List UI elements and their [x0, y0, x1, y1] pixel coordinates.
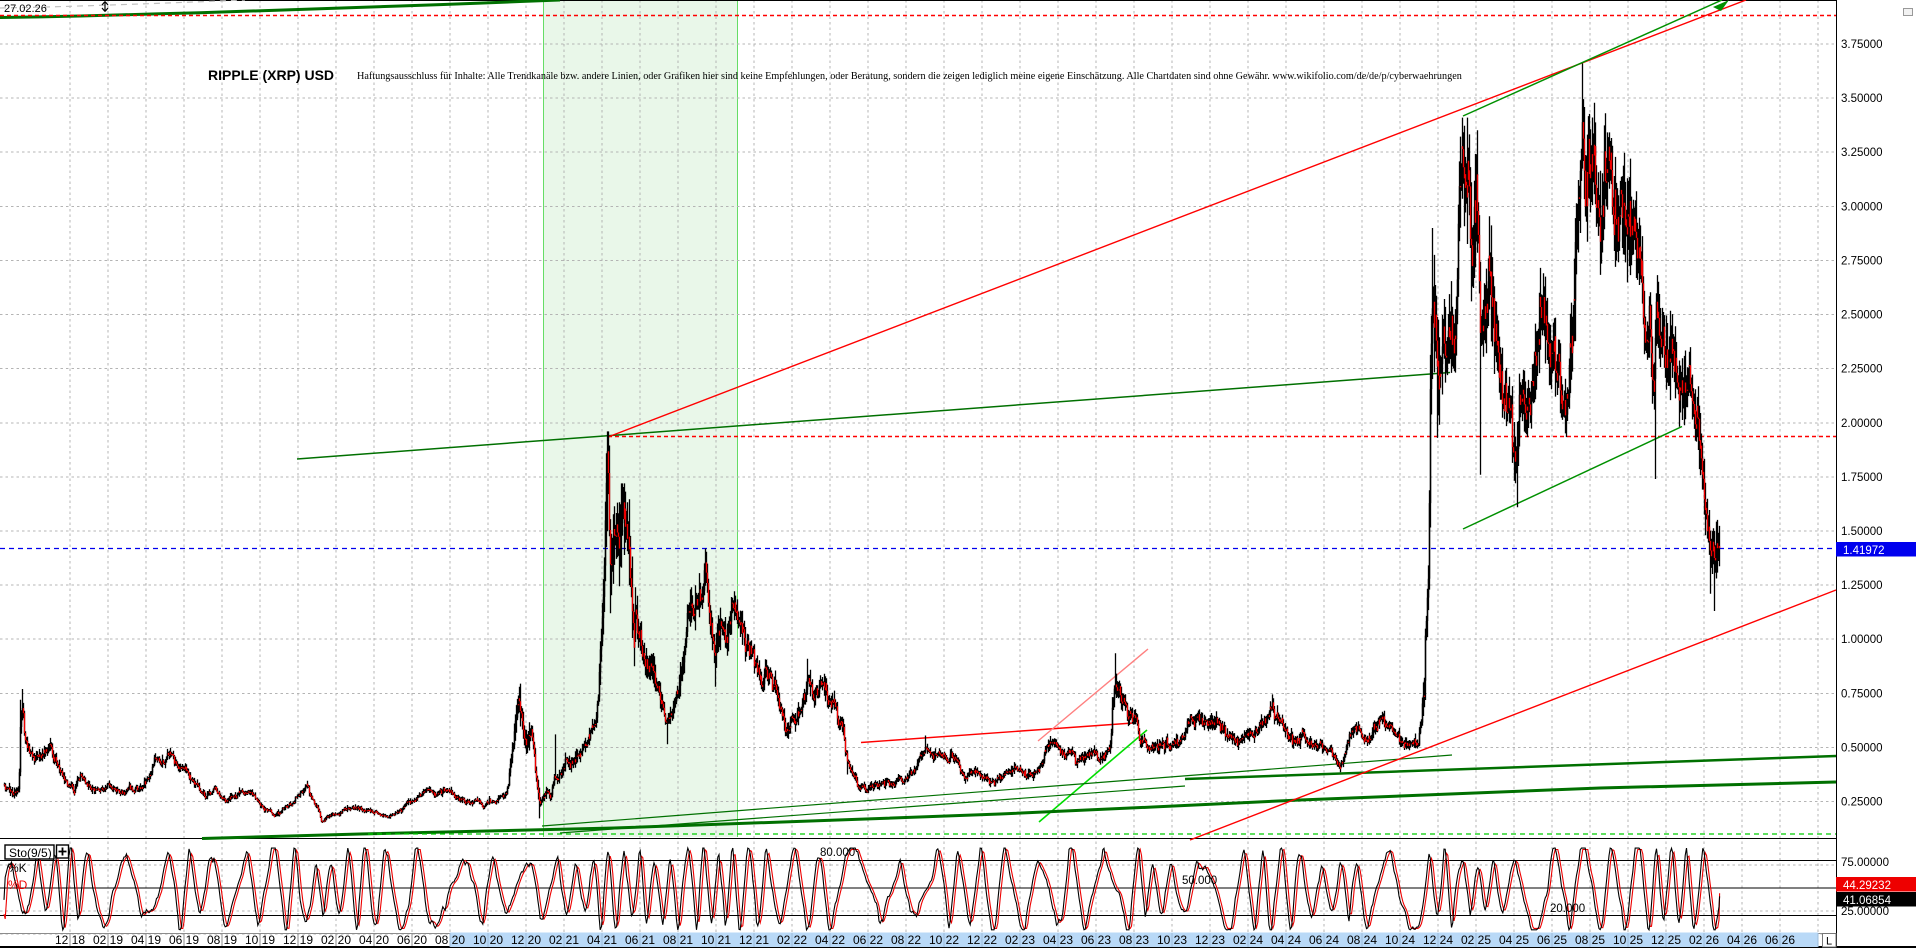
svg-text:12 19: 12 19 [283, 933, 313, 947]
svg-text:0.50000: 0.50000 [1841, 742, 1883, 754]
svg-text:08 19: 08 19 [207, 933, 237, 947]
svg-text:06 25: 06 25 [1537, 933, 1567, 947]
svg-text:06 19: 06 19 [169, 933, 199, 947]
svg-text:08 22: 08 22 [891, 933, 921, 947]
svg-text:02 20: 02 20 [321, 933, 351, 947]
svg-text:1.50000: 1.50000 [1841, 526, 1883, 538]
svg-text:0.75000: 0.75000 [1841, 688, 1883, 700]
svg-text:08 23: 08 23 [1119, 933, 1149, 947]
svg-text:RIPPLE (XRP) USD: RIPPLE (XRP) USD [208, 67, 334, 83]
svg-text:1.00000: 1.00000 [1841, 634, 1883, 646]
svg-text:%K: %K [8, 861, 27, 875]
svg-text:02 19: 02 19 [93, 933, 123, 947]
svg-text:0.25000: 0.25000 [1841, 797, 1883, 809]
svg-text:06 20: 06 20 [397, 933, 427, 947]
svg-text:3.50000: 3.50000 [1841, 93, 1883, 105]
svg-text:08 21: 08 21 [663, 933, 693, 947]
svg-text:1.75000: 1.75000 [1841, 472, 1883, 484]
svg-text:12 23: 12 23 [1195, 933, 1225, 947]
svg-text:02 22: 02 22 [777, 933, 807, 947]
svg-text:04 20: 04 20 [359, 933, 389, 947]
svg-text:08 24: 08 24 [1347, 933, 1377, 947]
svg-text:04 23: 04 23 [1043, 933, 1073, 947]
svg-text:1.41972: 1.41972 [1843, 545, 1885, 557]
svg-text:12 22: 12 22 [967, 933, 997, 947]
svg-text:04 25: 04 25 [1499, 933, 1529, 947]
svg-text:10 22: 10 22 [929, 933, 959, 947]
svg-text:%D: %D [8, 878, 28, 892]
svg-text:10 19: 10 19 [245, 933, 275, 947]
svg-text:12 21: 12 21 [739, 933, 769, 947]
svg-text:44.29232: 44.29232 [1843, 880, 1891, 892]
svg-text:80.000: 80.000 [820, 847, 855, 859]
svg-text:3.75000: 3.75000 [1841, 39, 1883, 51]
svg-text:2.50000: 2.50000 [1841, 310, 1883, 322]
svg-text:06 24: 06 24 [1309, 933, 1339, 947]
svg-text:06 26: 06 26 [1765, 933, 1795, 947]
svg-text:41.06854: 41.06854 [1843, 895, 1892, 907]
svg-text:2.00000: 2.00000 [1841, 418, 1883, 430]
svg-text:25.00000: 25.00000 [1841, 906, 1889, 918]
svg-text:10 23: 10 23 [1157, 933, 1187, 947]
svg-text:02 21: 02 21 [549, 933, 579, 947]
svg-text:1.25000: 1.25000 [1841, 580, 1883, 592]
svg-text:75.00000: 75.00000 [1841, 857, 1889, 869]
svg-text:04 19: 04 19 [131, 933, 161, 947]
svg-text:3.00000: 3.00000 [1841, 201, 1883, 213]
svg-text:20.000: 20.000 [1550, 903, 1585, 915]
svg-text:08 20: 08 20 [435, 933, 465, 947]
svg-text:08 25: 08 25 [1575, 933, 1605, 947]
svg-text:04 22: 04 22 [815, 933, 845, 947]
svg-text:3.25000: 3.25000 [1841, 147, 1883, 159]
svg-text:06 21: 06 21 [625, 933, 655, 947]
svg-text:02 24: 02 24 [1233, 933, 1263, 947]
svg-text:27.02.26: 27.02.26 [4, 3, 47, 15]
svg-text:2.25000: 2.25000 [1841, 364, 1883, 376]
svg-text:04 24: 04 24 [1271, 933, 1301, 947]
svg-text:L: L [1826, 936, 1832, 948]
svg-text:02 26: 02 26 [1689, 933, 1719, 947]
svg-text:10 24: 10 24 [1385, 933, 1415, 947]
svg-text:12 24: 12 24 [1423, 933, 1453, 947]
svg-text:10 25: 10 25 [1613, 933, 1643, 947]
svg-text:02 25: 02 25 [1461, 933, 1491, 947]
svg-text:12 18: 12 18 [55, 933, 85, 947]
svg-text:06 22: 06 22 [853, 933, 883, 947]
svg-text:06 23: 06 23 [1081, 933, 1111, 947]
svg-text:02 23: 02 23 [1005, 933, 1035, 947]
svg-text:12 20: 12 20 [511, 933, 541, 947]
svg-text:Sto(9/5): Sto(9/5) [9, 846, 52, 860]
svg-text:04 21: 04 21 [587, 933, 617, 947]
svg-text:Haftungsausschluss für Inhalte: Haftungsausschluss für Inhalte: Alle Tre… [357, 71, 1462, 82]
svg-text:10 20: 10 20 [473, 933, 503, 947]
svg-text:12 25: 12 25 [1651, 933, 1681, 947]
svg-text:2.75000: 2.75000 [1841, 255, 1883, 267]
svg-text:50.000: 50.000 [1182, 875, 1217, 887]
svg-text:04 26: 04 26 [1727, 933, 1757, 947]
svg-text:10 21: 10 21 [701, 933, 731, 947]
